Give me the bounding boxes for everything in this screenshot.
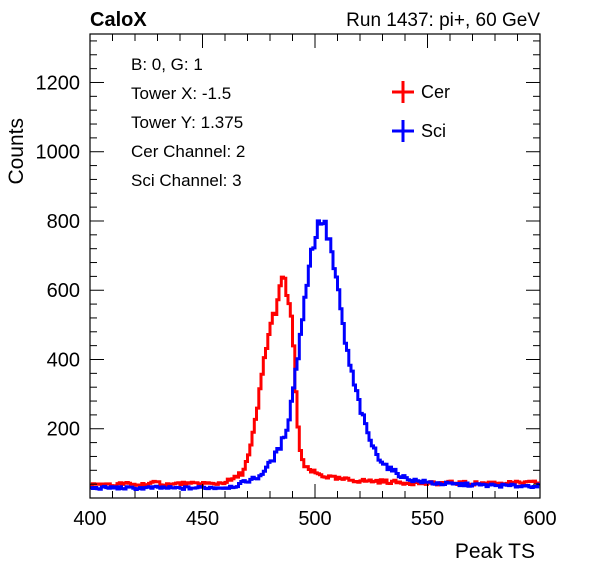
legend-marker-sci (392, 120, 414, 142)
info-line-cer-channel: Cer Channel: 2 (131, 142, 245, 161)
y-tick-label: 400 (47, 349, 80, 371)
legend-label-cer: Cer (421, 82, 450, 102)
y-tick-label: 600 (47, 280, 80, 302)
axis-ticks: 400 450 500 550 600 200 400 600 800 1000 1200 (36, 34, 557, 530)
info-line-tower-x: Tower X: -1.5 (131, 84, 231, 103)
legend-marker-cer (392, 81, 414, 103)
x-axis-label: Peak TS (455, 540, 535, 563)
x-tick-label: 550 (411, 508, 444, 530)
experiment-label: CaloX (90, 9, 147, 31)
y-tick-label: 1000 (36, 142, 81, 164)
x-tick-label: 400 (73, 508, 106, 530)
y-tick-label: 1200 (36, 72, 81, 94)
series-sci-line (90, 219, 540, 491)
plot-frame (89, 33, 541, 499)
run-info-label: Run 1437: pi+, 60 GeV (346, 10, 540, 31)
info-line-sci-channel: Sci Channel: 3 (131, 171, 242, 190)
series-layer (90, 219, 540, 491)
legend: Cer Sci (392, 81, 450, 142)
series-cer-line (90, 275, 540, 488)
x-tick-label: 600 (523, 508, 556, 530)
x-tick-label: 500 (298, 508, 331, 530)
info-line-tower-y: Tower Y: 1.375 (131, 113, 243, 132)
x-tick-label: 450 (186, 508, 219, 530)
info-box: B: 0, G: 1 Tower X: -1.5 Tower Y: 1.375 … (131, 55, 245, 190)
info-line-board: B: 0, G: 1 (131, 55, 203, 74)
y-axis-label: Counts (5, 118, 28, 185)
legend-label-sci: Sci (421, 121, 446, 141)
y-tick-label: 200 (47, 419, 80, 441)
y-tick-label: 800 (47, 211, 80, 233)
